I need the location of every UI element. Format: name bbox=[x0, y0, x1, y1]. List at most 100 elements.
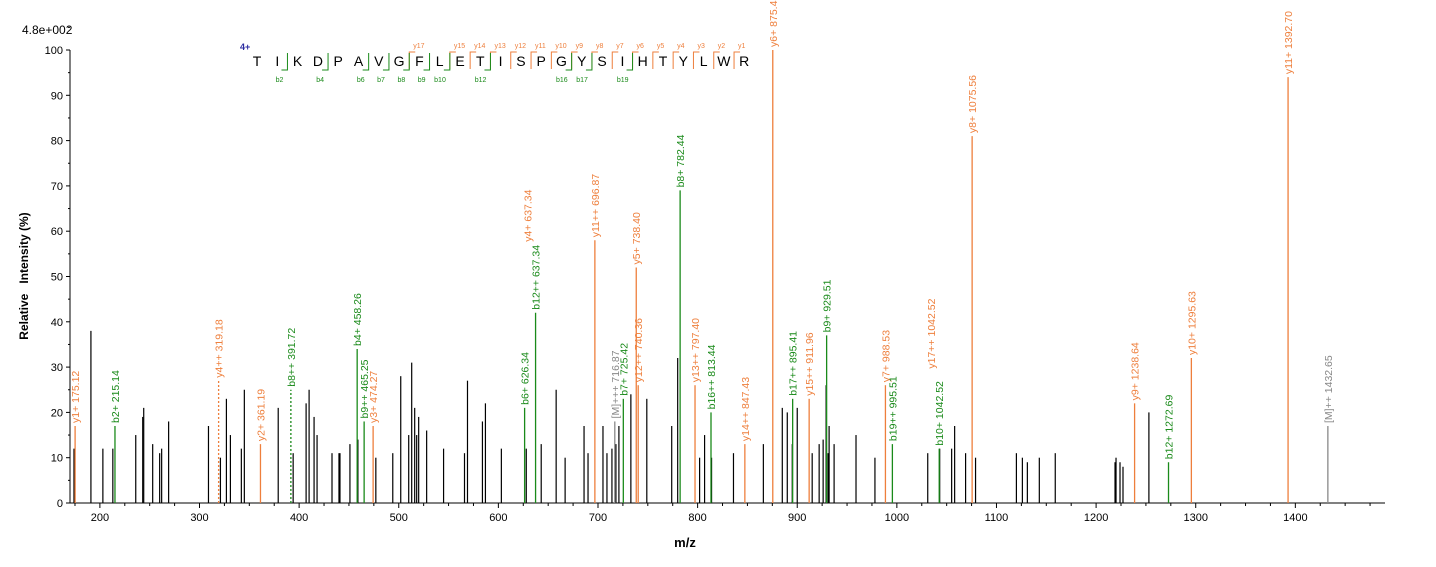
sequence-residue: P bbox=[537, 53, 546, 69]
peak-label: b12++ 637.34 bbox=[531, 245, 543, 310]
y-fragment-label: y6 bbox=[637, 43, 645, 50]
y-tick-label: 30 bbox=[51, 362, 63, 374]
y-tick-label: 10 bbox=[51, 453, 63, 465]
intensity-scale-label: 4.8e+002 bbox=[22, 23, 73, 37]
peak-label: y14++ 847.43 bbox=[740, 377, 752, 441]
x-tick-label: 200 bbox=[91, 512, 109, 524]
precursor-charge: 4+ bbox=[240, 42, 250, 52]
peak-label: b9+ 929.51 bbox=[822, 279, 834, 332]
peak-label: b19++ 995.51 bbox=[887, 376, 899, 441]
b-fragment-mark bbox=[322, 53, 329, 71]
peak-label: b17++ 895.41 bbox=[788, 331, 800, 396]
x-tick-label: 1100 bbox=[985, 512, 1009, 524]
b-fragment-mark bbox=[565, 53, 573, 71]
sequence-residue: L bbox=[700, 53, 708, 69]
y-fragment-mark bbox=[550, 51, 558, 69]
y-fragment-label: y3 bbox=[697, 43, 705, 50]
b-fragment-mark bbox=[403, 53, 410, 71]
peak-label: y8+ 1075.56 bbox=[967, 75, 979, 133]
b-fragment-mark bbox=[382, 53, 390, 71]
peak-label: b4+ 458.26 bbox=[352, 293, 364, 346]
peak-label: y9+ 1238.64 bbox=[1130, 342, 1142, 400]
y-fragment-label: y2 bbox=[718, 43, 726, 50]
sequence-residue: T bbox=[659, 53, 668, 69]
sequence-residue: G bbox=[556, 53, 567, 69]
y-fragment-mark bbox=[510, 51, 517, 69]
peak-labels: y1+ 175.12 b2+ 215.14 y4++ 319.18 y2+ 361.1… bbox=[70, 0, 1335, 459]
b-fragment-mark bbox=[484, 53, 491, 71]
sequence-residue: E bbox=[455, 53, 464, 69]
b-fragment-mark bbox=[585, 53, 593, 71]
sequence-residue: I bbox=[275, 53, 279, 69]
y-fragment-label: y11 bbox=[535, 43, 546, 50]
peak-label: y11+ 1392.70 bbox=[1283, 11, 1295, 74]
y-fragment-mark bbox=[530, 51, 538, 69]
y-fragment-mark bbox=[672, 51, 680, 69]
x-tick-label: 1400 bbox=[1283, 512, 1307, 524]
peak-label: y7+ 988.53 bbox=[880, 330, 892, 382]
b-fragment-mark bbox=[362, 53, 370, 71]
x-tick-label: 600 bbox=[489, 512, 507, 524]
sequence-residue: I bbox=[499, 53, 503, 69]
x-axis-label: m/z bbox=[674, 535, 696, 550]
x-tick-label: 800 bbox=[688, 512, 706, 524]
y-fragment-label: y1 bbox=[738, 43, 746, 50]
y-fragment-mark bbox=[713, 51, 720, 69]
x-tick-label: 1200 bbox=[1084, 512, 1108, 524]
y-axis-label: Relative Intensity (%) bbox=[17, 212, 31, 339]
b-fragment-mark bbox=[423, 53, 431, 71]
sequence-residue: A bbox=[354, 53, 364, 69]
axes: 0 10 20 30 40 50 60 70 80 90 100 200 300 400 500 600 700… bbox=[45, 26, 1385, 524]
y-tick-label: 60 bbox=[51, 226, 63, 238]
y-fragment-label: y5 bbox=[657, 43, 665, 50]
sequence-residue: G bbox=[394, 53, 405, 69]
y-fragment-label: y14 bbox=[474, 43, 485, 50]
y-fragment-mark bbox=[692, 51, 700, 69]
y-tick-label: 40 bbox=[51, 317, 63, 329]
y-tick-label: 100 bbox=[45, 45, 63, 57]
peak-label: b12+ 1272.69 bbox=[1164, 395, 1176, 460]
peaks bbox=[73, 50, 1329, 503]
sequence-residue: T bbox=[476, 53, 485, 69]
y-fragment-label: y12 bbox=[515, 43, 526, 50]
y-fragment-label: y13 bbox=[494, 43, 505, 50]
sequence-residue: S bbox=[597, 53, 606, 69]
y-fragment-mark bbox=[469, 51, 477, 69]
sequence-residue: T bbox=[253, 53, 262, 69]
peak-label: y4+ 637.34 bbox=[523, 189, 535, 241]
peak-label: y17++ 1042.52 bbox=[926, 298, 938, 368]
sequence-residue: Y bbox=[577, 53, 587, 69]
b-fragment-label: b2 bbox=[276, 77, 284, 84]
peak-label: b2+ 215.14 bbox=[110, 370, 122, 423]
y-fragment-mark bbox=[611, 51, 619, 69]
x-tick-label: 500 bbox=[390, 512, 408, 524]
peak-label: y6+ 875.45 bbox=[768, 0, 780, 47]
b-fragment-label: b16 bbox=[556, 77, 568, 84]
b-fragment-mark bbox=[281, 53, 288, 71]
sequence-residue: L bbox=[436, 53, 444, 69]
y-tick-label: 20 bbox=[51, 407, 63, 419]
peak-label: y12++ 740.36 bbox=[633, 318, 645, 382]
b-fragment-label: b9 bbox=[418, 77, 426, 84]
peak-label: b9++ 465.25 bbox=[359, 359, 371, 418]
x-tick-label: 1000 bbox=[885, 512, 909, 524]
peak-label: y15++ 911.96 bbox=[804, 332, 816, 396]
peak-label: b8++ 391.72 bbox=[286, 328, 298, 387]
y-tick-label: 50 bbox=[51, 272, 63, 284]
peak-label: b10+ 1042.52 bbox=[934, 381, 946, 446]
peak-label: y10+ 1295.63 bbox=[1186, 291, 1198, 355]
peak-label: y11++ 696.87 bbox=[590, 174, 602, 238]
b-fragment-mark bbox=[443, 53, 451, 71]
x-tick-label: 400 bbox=[290, 512, 308, 524]
y-fragment-label: y17 bbox=[413, 43, 424, 50]
peak-label: b16++ 813.44 bbox=[706, 344, 718, 409]
y-fragment-label: y9 bbox=[576, 43, 584, 50]
peak-label: [M]+++ 716.87 bbox=[610, 350, 622, 418]
sequence-residue: H bbox=[638, 53, 648, 69]
y-tick-label: 80 bbox=[51, 136, 63, 148]
peak-label: b6+ 626.34 bbox=[520, 352, 532, 405]
b-fragment-label: b12 bbox=[475, 77, 487, 84]
